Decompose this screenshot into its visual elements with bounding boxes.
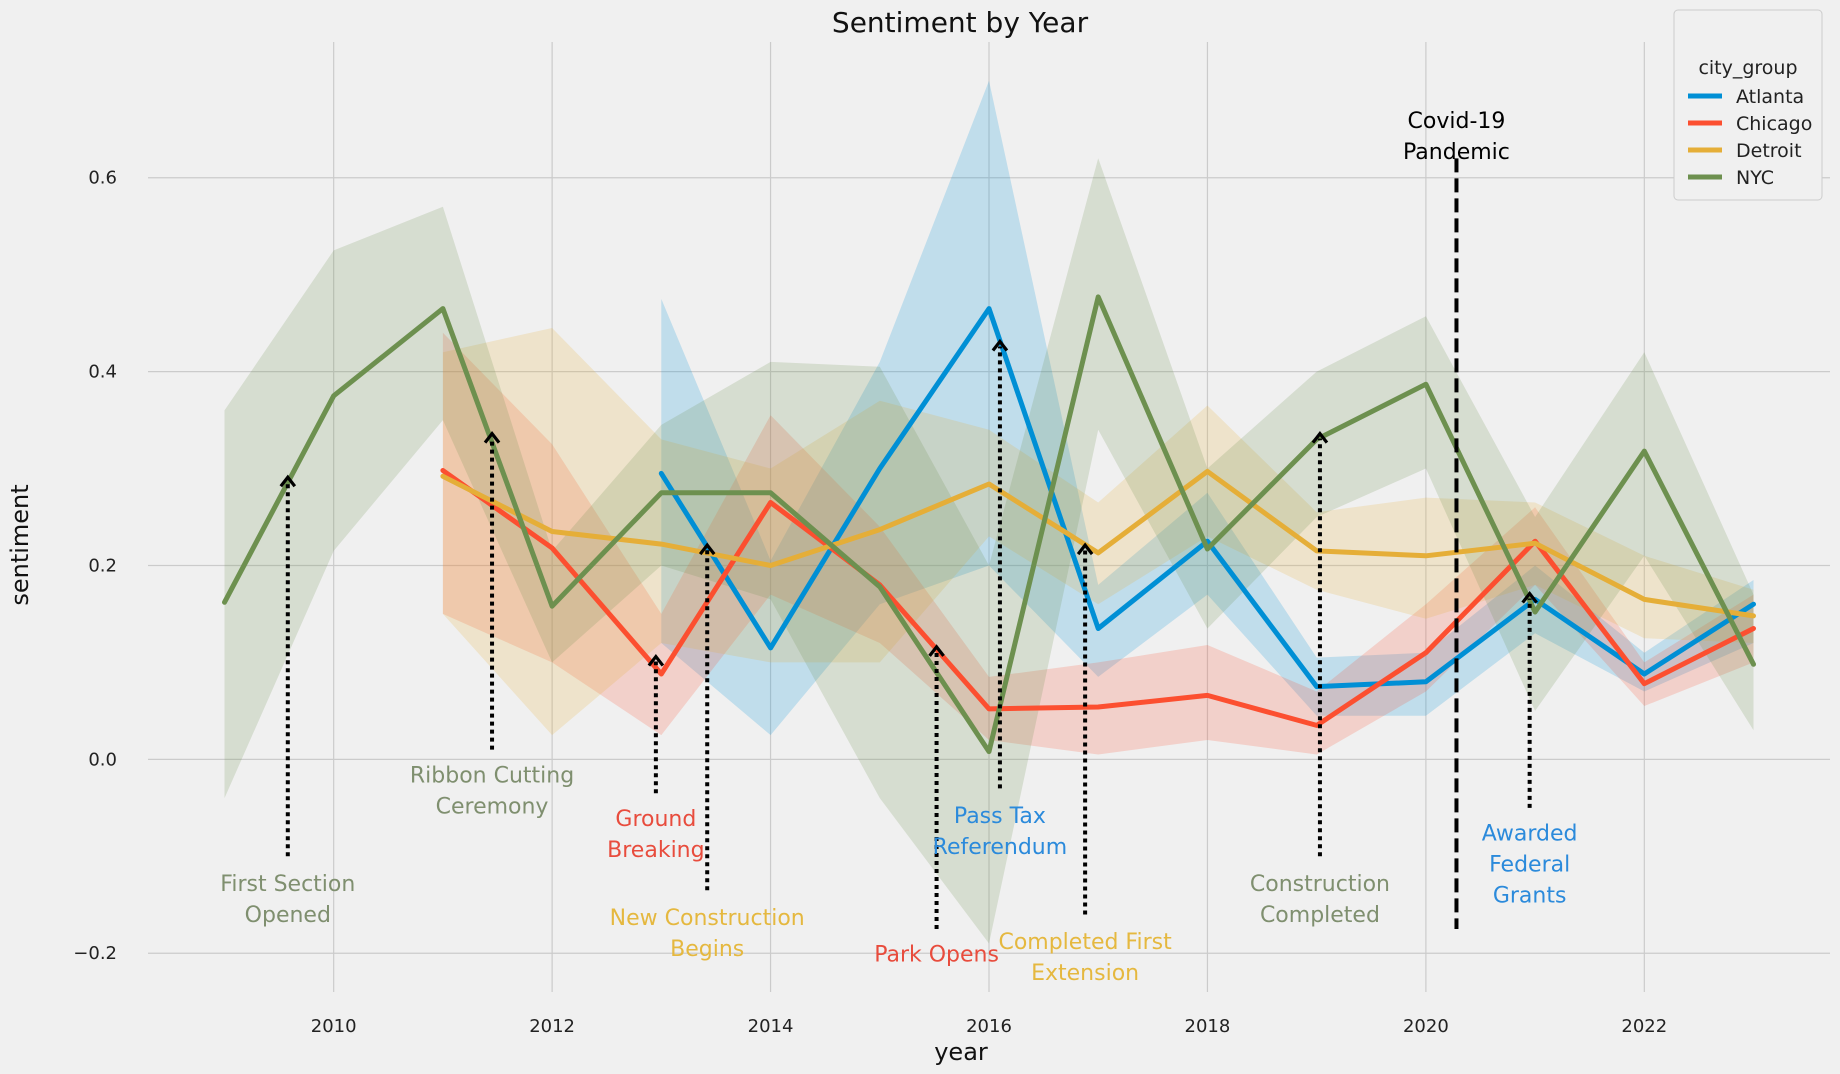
annotation-label: Construction Completed [1250,872,1390,928]
x-axis-label: year [934,1038,988,1066]
band-atlanta [661,80,1754,736]
annotation-label-line: Completed [1260,903,1380,928]
annotation-label: Awarded Federal Grants [1482,821,1578,908]
annotation-label-line: Ceremony [436,794,549,819]
annotation-label-line: Federal [1489,852,1570,877]
y-tick-label: 0.2 [88,555,117,576]
annotation-label-line: Opened [245,903,331,928]
annotation-label-line: Pass Tax [954,804,1046,829]
annotation-arrowhead-0 [279,474,297,488]
annotation-label: First Section Opened [220,872,355,928]
line-detroit [440,468,1756,619]
line-nyc [222,294,1756,755]
x-tick-label: 2010 [311,1016,357,1037]
annotation-label-line: Extension [1031,961,1139,986]
annotation-arrowhead-4 [928,644,945,657]
annotation-arrowhead-3 [698,542,716,556]
event-label-line: Pandemic [1403,140,1510,165]
annotation-label-line: Completed First [998,930,1172,955]
series-lines [222,294,1756,755]
legend-label-atlanta: Atlanta [1736,86,1804,108]
annotation-label: Park Opens [874,943,999,968]
band-nyc [224,158,1754,944]
y-tick-label: 0.4 [88,362,117,383]
annotation-label: Pass Tax Referendum [933,804,1068,860]
annotation-label-line: Construction [1250,872,1390,897]
annotation-label-line: Ribbon Cutting [410,763,574,788]
annotation-label-line: New Construction [610,906,805,931]
annotation-label-line: Awarded [1482,821,1578,846]
x-tick-label: 2022 [1621,1016,1667,1037]
annotation-label-line: First Section [220,872,355,897]
annotation-arrowhead-6 [1076,542,1094,556]
legend: city_group Atlanta Chicago Detroit NYC [1673,9,1823,201]
annotation-arrowhead-5 [991,338,1009,352]
annotation-label: New Construction Begins [610,906,805,962]
y-tick-label: 0.0 [88,749,117,770]
annotation-label-line: Grants [1493,883,1567,908]
legend-label-detroit: Detroit [1736,140,1802,162]
annotation-label-line: Referendum [933,835,1068,860]
y-tick-label: −0.2 [73,943,117,964]
legend-label-chicago: Chicago [1736,113,1812,135]
annotation-label: Ribbon Cutting Ceremony [410,763,574,819]
tick-labels: 2010 2012 2014 2016 2018 2020 2022 −0.2 0.0 0.2 0.… [73,168,1667,1037]
confidence-bands [224,80,1754,944]
legend-title: city_group [1698,57,1797,79]
annotation-label: Ground Breaking [607,807,704,863]
band-detroit [442,328,1754,736]
annotation-label-line: Park Opens [874,943,999,968]
annotation-label: Completed First Extension [998,930,1172,986]
annotations: First Section Opened Ribbon Cutting Ceremon… [220,109,1577,986]
annotation-arrowhead-7 [1311,430,1329,444]
x-tick-label: 2014 [748,1016,794,1037]
chart-title: Sentiment by Year [832,6,1089,39]
x-tick-label: 2012 [529,1016,575,1037]
y-axis-label: sentiment [6,484,34,605]
event-label-line: Covid-19 [1408,109,1506,134]
event-label: Covid-19 Pandemic [1403,109,1510,165]
legend-label-nyc: NYC [1736,167,1774,189]
y-tick-label: 0.6 [88,168,117,189]
annotation-label-line: Ground [615,807,696,832]
x-tick-label: 2020 [1403,1016,1449,1037]
x-tick-label: 2016 [966,1016,1012,1037]
line-atlanta [658,306,1756,690]
annotation-arrowhead-1 [483,430,501,444]
annotation-label-line: Breaking [607,838,704,863]
annotation-arrowhead-2 [647,653,665,667]
annotation-arrowhead-8 [1521,590,1538,604]
annotation-label-line: Begins [670,937,744,962]
grid [148,42,1830,992]
x-tick-label: 2018 [1185,1016,1231,1037]
band-chicago [442,332,1754,755]
